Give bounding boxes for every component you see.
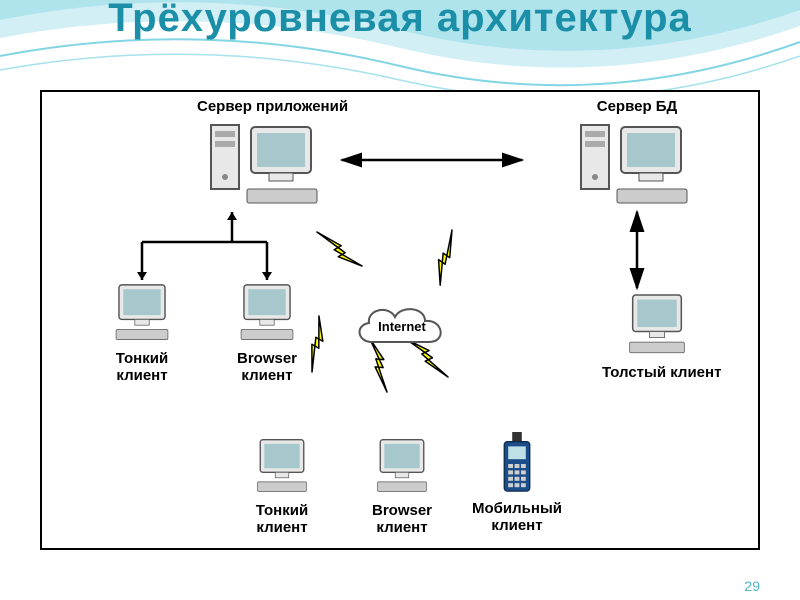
node-browser2: Browserклиент: [362, 437, 442, 536]
node-app-server: Сервер приложений: [197, 98, 337, 212]
diagram-container: Internet Сервер приложений Сервер БД Тон…: [40, 90, 760, 550]
node-db-server: Сервер БД: [567, 98, 707, 212]
slide-title: Трёхуровневая архитектура: [0, 0, 800, 41]
internet-label: Internet: [347, 319, 457, 334]
node-thick: Толстый клиент: [602, 292, 712, 381]
internet-cloud: Internet: [347, 297, 457, 357]
node-thin1: Тонкийклиент: [102, 282, 182, 384]
node-thin2: Тонкийклиент: [242, 437, 322, 536]
page-number: 29: [744, 578, 760, 594]
node-label: Сервер приложений: [197, 98, 337, 115]
node-label: Browserклиент: [227, 350, 307, 384]
node-mobile: Мобильныйклиент: [472, 432, 562, 534]
node-label: Толстый клиент: [602, 364, 712, 381]
node-label: Тонкийклиент: [102, 350, 182, 384]
node-browser1: Browserклиент: [227, 282, 307, 384]
node-label: Мобильныйклиент: [472, 500, 562, 534]
node-label: Сервер БД: [567, 98, 707, 115]
node-label: Тонкийклиент: [242, 502, 322, 536]
node-label: Browserклиент: [362, 502, 442, 536]
